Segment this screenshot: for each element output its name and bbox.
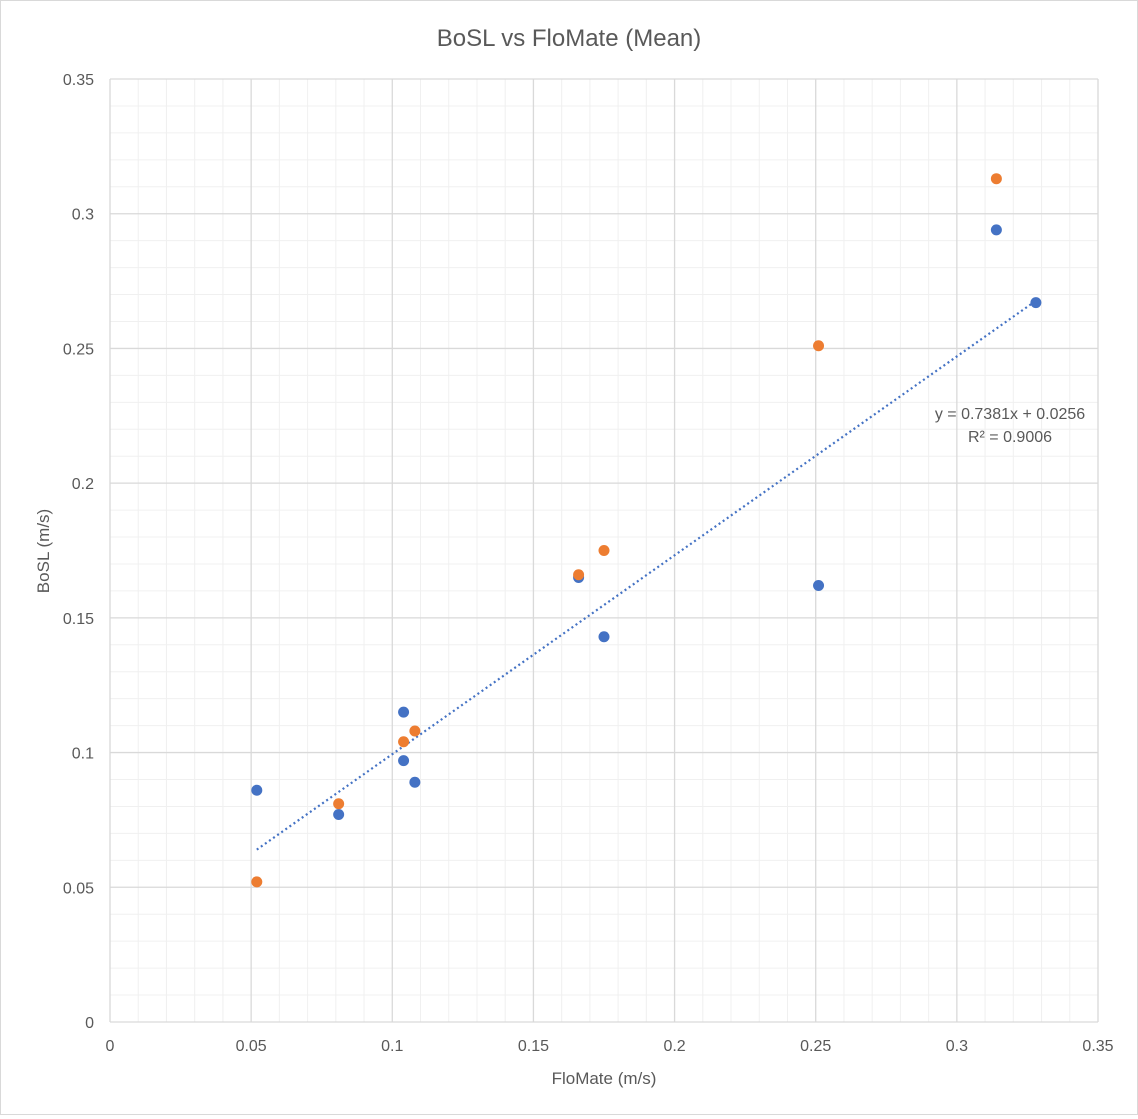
x-tick-label: 0.05 <box>236 1038 267 1055</box>
y-tick-label: 0.2 <box>72 476 94 493</box>
y-tick-label: 0.35 <box>63 72 94 89</box>
trendline-equation: y = 0.7381x + 0.0256 <box>935 406 1085 423</box>
data-point-series-2 <box>251 876 263 888</box>
y-tick-label: 0.25 <box>63 341 94 358</box>
data-point-series-2 <box>813 340 825 352</box>
data-point-series-2 <box>409 725 421 737</box>
data-point-series-2 <box>333 798 345 810</box>
data-point-series-1 <box>409 776 421 788</box>
trendline-layer <box>256 299 1037 851</box>
y-axis-tick-labels: 0 0.05 0.1 0.15 0.2 0.25 0.3 0.35 <box>63 72 94 1032</box>
data-point-series-1 <box>398 755 410 767</box>
x-axis-label: FloMate (m/s) <box>552 1069 657 1088</box>
data-point-series-1 <box>333 809 345 821</box>
data-point-series-1 <box>1030 297 1042 309</box>
x-tick-label: 0.3 <box>946 1038 968 1055</box>
data-point-series-2 <box>573 569 585 581</box>
data-point-series-1 <box>398 706 410 718</box>
data-points <box>251 173 1042 888</box>
x-tick-label: 0.15 <box>518 1038 549 1055</box>
x-tick-label: 0.2 <box>663 1038 685 1055</box>
y-tick-label: 0.1 <box>72 746 94 763</box>
trendline-r-squared: R² = 0.9006 <box>968 429 1052 446</box>
x-tick-label: 0.1 <box>381 1038 403 1055</box>
y-tick-label: 0.3 <box>72 207 94 224</box>
minor-gridlines <box>110 79 1098 1022</box>
y-axis-label: BoSL (m/s) <box>34 509 53 593</box>
data-point-series-1 <box>251 784 263 796</box>
y-tick-label: 0.05 <box>63 880 94 897</box>
data-point-series-1 <box>813 580 825 592</box>
data-point-series-2 <box>398 736 410 748</box>
data-point-series-1 <box>598 631 610 643</box>
major-gridlines <box>109 78 1099 1023</box>
data-point-series-2 <box>598 545 610 556</box>
data-point-series-2 <box>990 173 1002 185</box>
x-tick-label: 0 <box>106 1038 115 1055</box>
x-tick-label: 0.25 <box>800 1038 831 1055</box>
x-tick-label: 0.35 <box>1082 1038 1113 1055</box>
trendline <box>256 299 1037 851</box>
x-axis-tick-labels: 0 0.05 0.1 0.15 0.2 0.25 0.3 0.35 <box>106 1038 1114 1055</box>
y-tick-label: 0.15 <box>63 611 94 628</box>
data-point-series-1 <box>990 224 1002 236</box>
y-tick-label: 0 <box>85 1015 94 1032</box>
chart-title: BoSL vs FloMate (Mean) <box>437 25 702 52</box>
